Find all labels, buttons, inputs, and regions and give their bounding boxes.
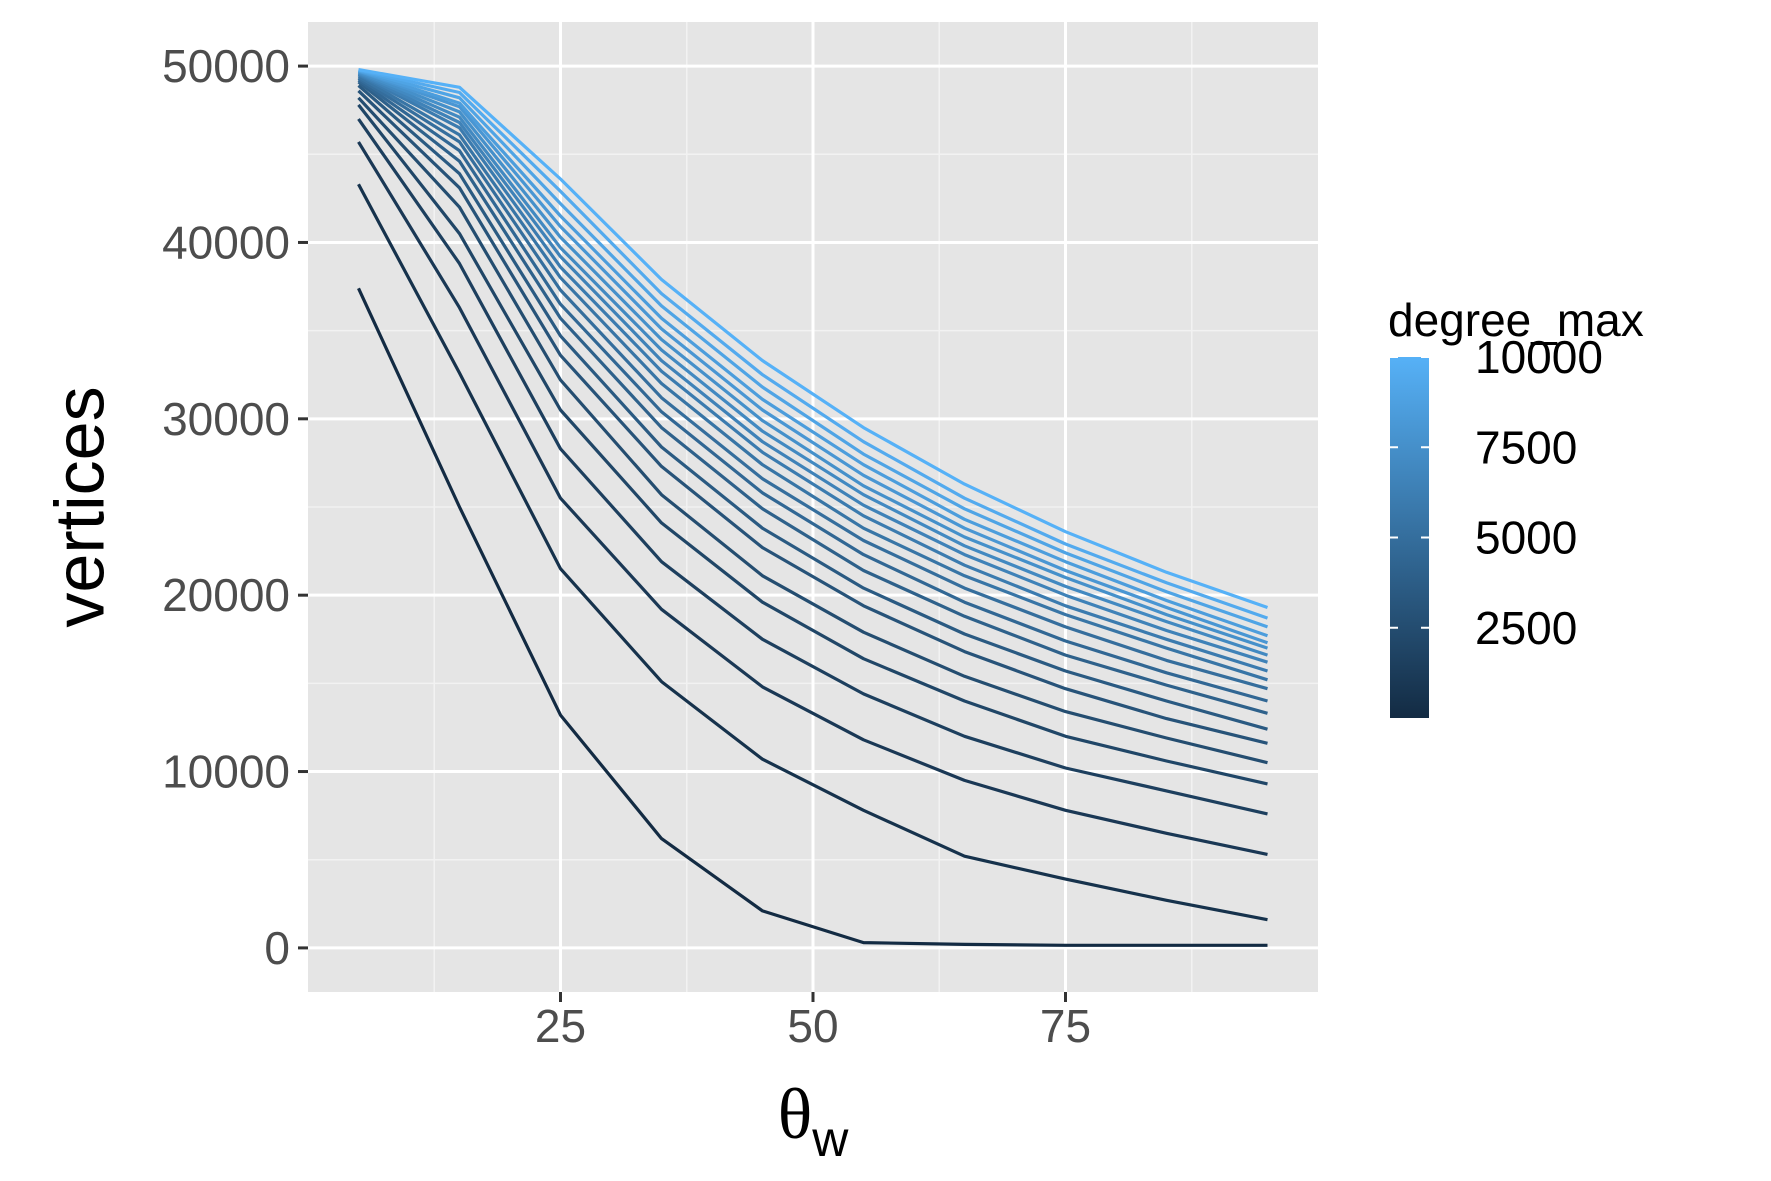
y-tick-label: 30000	[162, 393, 290, 445]
y-axis: 0 10000 20000 30000 40000 50000	[162, 40, 308, 974]
series-line-4000	[357, 80, 1268, 715]
series-lines	[357, 68, 1269, 947]
legend-ticks: 2500 5000 7500 10000	[1390, 331, 1603, 654]
y-tick-label: 40000	[162, 216, 290, 268]
series-line-9500	[358, 68, 1269, 620]
legend-tick-label: 2500	[1475, 602, 1577, 654]
y-tick-label: 50000	[162, 40, 290, 92]
series-line-5500	[357, 75, 1268, 682]
series-line-8000	[357, 69, 1269, 645]
x-axis: 25 50 75	[535, 992, 1091, 1052]
series-line-4500	[357, 78, 1268, 703]
x-axis-title-subscript: w	[811, 1111, 849, 1167]
legend-title: degree_max	[1388, 294, 1644, 346]
series-line-1000	[357, 141, 1268, 856]
series-line-6500	[357, 72, 1268, 664]
series-line-8500	[358, 69, 1269, 638]
legend-tick-label: 5000	[1475, 512, 1577, 564]
series-line-6000	[357, 73, 1268, 673]
y-axis-title: vertices	[40, 386, 118, 627]
series-line-500	[357, 183, 1268, 922]
series-line-1500	[357, 118, 1268, 816]
series-line-10000	[358, 68, 1269, 610]
series-line-2500	[357, 96, 1268, 765]
x-tick-label: 50	[787, 1000, 838, 1052]
x-tick-label: 25	[535, 1000, 586, 1052]
series-line-3500	[357, 84, 1268, 731]
series-line-0	[357, 287, 1268, 947]
series-line-3000	[357, 89, 1268, 745]
gridlines	[308, 22, 1318, 992]
series-line-2000	[357, 103, 1268, 786]
y-tick-label: 0	[264, 922, 290, 974]
x-tick-label: 75	[1040, 1000, 1091, 1052]
legend-tick-label: 7500	[1475, 421, 1577, 473]
legend-tick-label: 10000	[1475, 331, 1603, 383]
series-line-7500	[357, 70, 1269, 650]
series-line-5000	[357, 77, 1268, 691]
x-axis-title: θw	[778, 1074, 850, 1167]
series-line-7000	[357, 71, 1269, 657]
legend: degree_max 2500 5000 7500 10000	[1388, 294, 1644, 718]
y-tick-label: 20000	[162, 569, 290, 621]
y-tick-label: 10000	[162, 746, 290, 798]
series-line-9000	[358, 68, 1269, 629]
